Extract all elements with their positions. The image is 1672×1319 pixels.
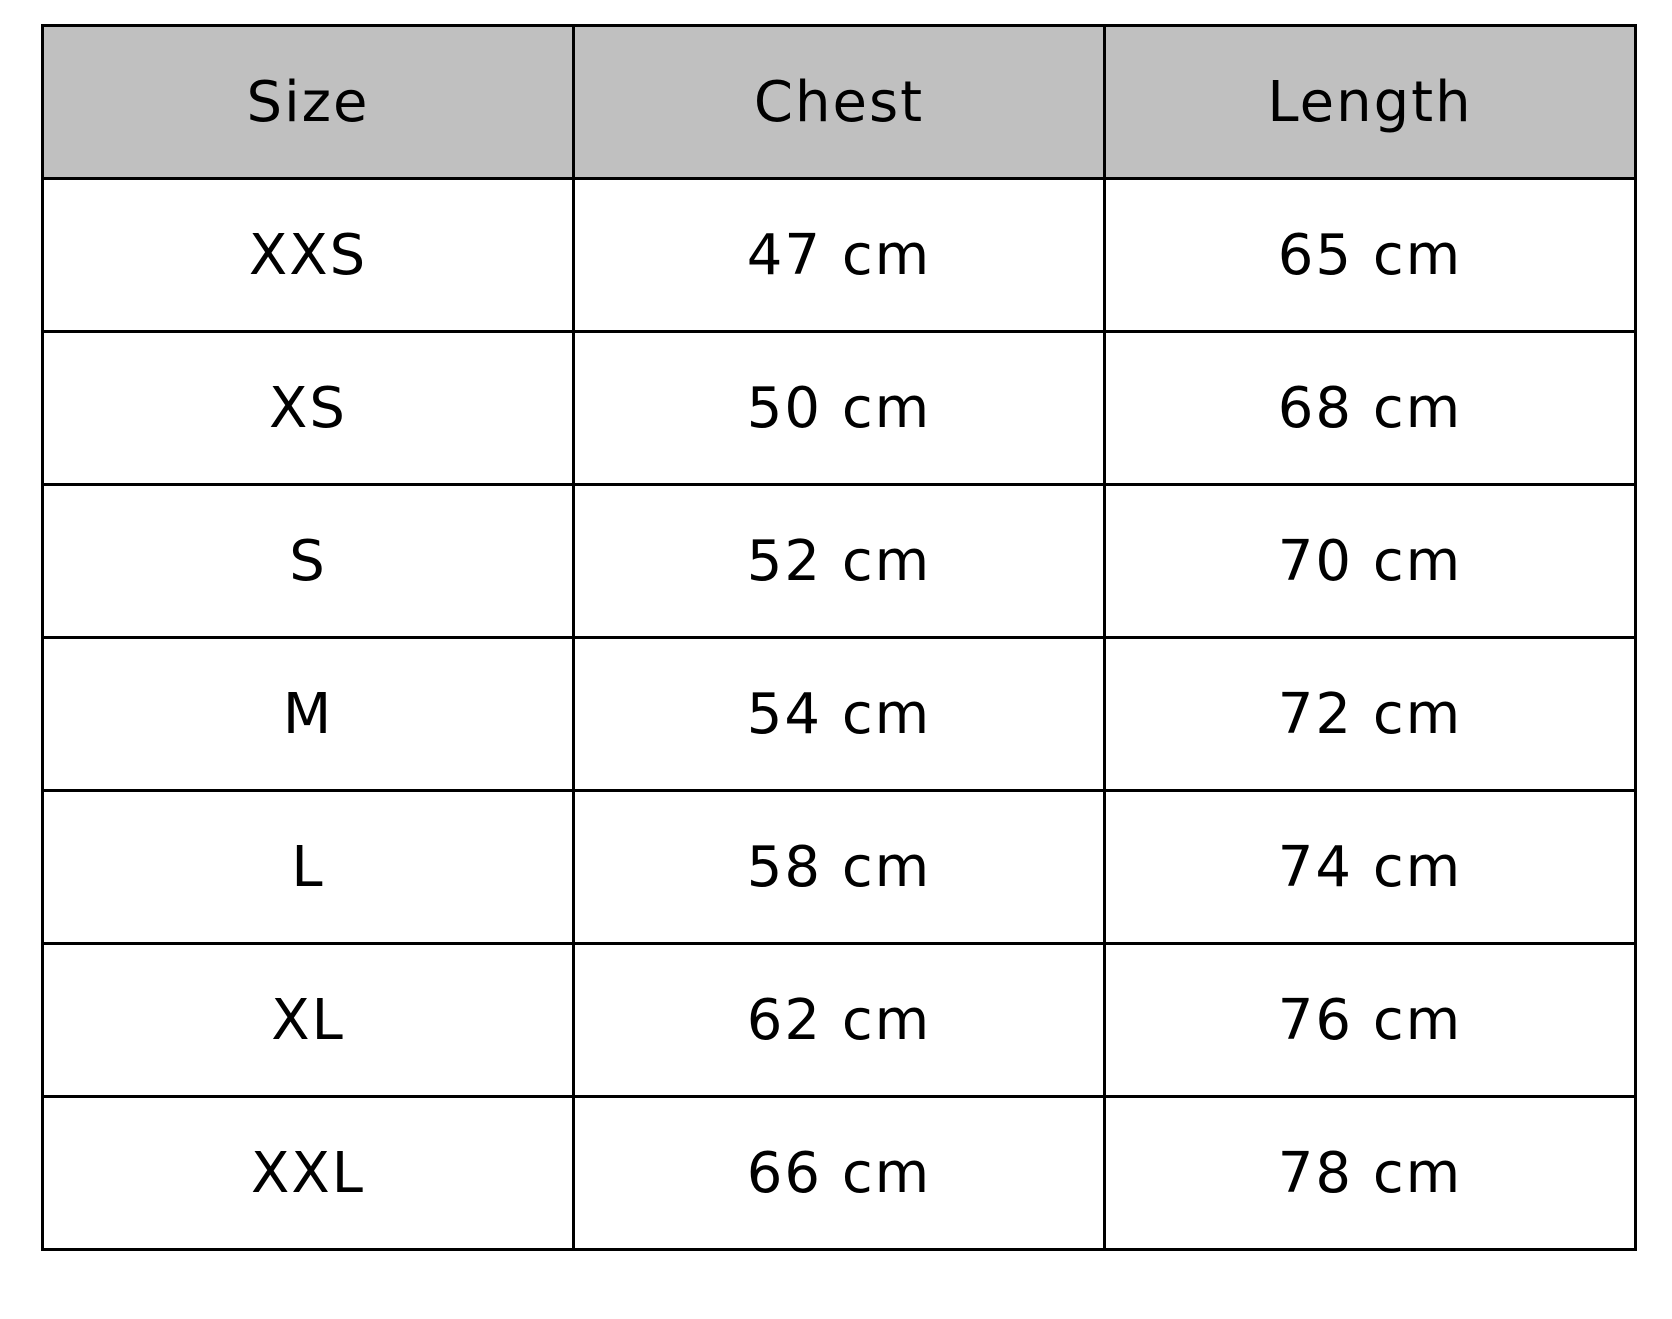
cell-size: XXS bbox=[41, 177, 575, 333]
header-length: Length bbox=[1103, 24, 1637, 180]
cell-length: 74 cm bbox=[1103, 789, 1637, 945]
cell-length: 72 cm bbox=[1103, 636, 1637, 792]
cell-chest: 52 cm bbox=[572, 483, 1106, 639]
table-row: XXS 47 cm 65 cm bbox=[41, 177, 1637, 333]
table-row: L 58 cm 74 cm bbox=[41, 789, 1637, 945]
cell-chest: 54 cm bbox=[572, 636, 1106, 792]
header-row: Size Chest Length bbox=[41, 24, 1637, 180]
cell-size: S bbox=[41, 483, 575, 639]
table-row: S 52 cm 70 cm bbox=[41, 483, 1637, 639]
cell-length: 65 cm bbox=[1103, 177, 1637, 333]
cell-chest: 47 cm bbox=[572, 177, 1106, 333]
cell-length: 76 cm bbox=[1103, 942, 1637, 1098]
cell-size: XXL bbox=[41, 1095, 575, 1251]
cell-chest: 62 cm bbox=[572, 942, 1106, 1098]
table-row: M 54 cm 72 cm bbox=[41, 636, 1637, 792]
header-chest: Chest bbox=[572, 24, 1106, 180]
cell-chest: 66 cm bbox=[572, 1095, 1106, 1251]
cell-chest: 50 cm bbox=[572, 330, 1106, 486]
cell-size: XL bbox=[41, 942, 575, 1098]
table-row: XL 62 cm 76 cm bbox=[41, 942, 1637, 1098]
cell-size: M bbox=[41, 636, 575, 792]
table-row: XXL 66 cm 78 cm bbox=[41, 1095, 1637, 1251]
header-size: Size bbox=[41, 24, 575, 180]
cell-chest: 58 cm bbox=[572, 789, 1106, 945]
cell-size: L bbox=[41, 789, 575, 945]
table-row: XS 50 cm 68 cm bbox=[41, 330, 1637, 486]
cell-length: 70 cm bbox=[1103, 483, 1637, 639]
size-chart-table: Size Chest Length XXS 47 cm 65 cm XS 50 cm 68… bbox=[41, 24, 1637, 1251]
cell-size: XS bbox=[41, 330, 575, 486]
cell-length: 78 cm bbox=[1103, 1095, 1637, 1251]
cell-length: 68 cm bbox=[1103, 330, 1637, 486]
